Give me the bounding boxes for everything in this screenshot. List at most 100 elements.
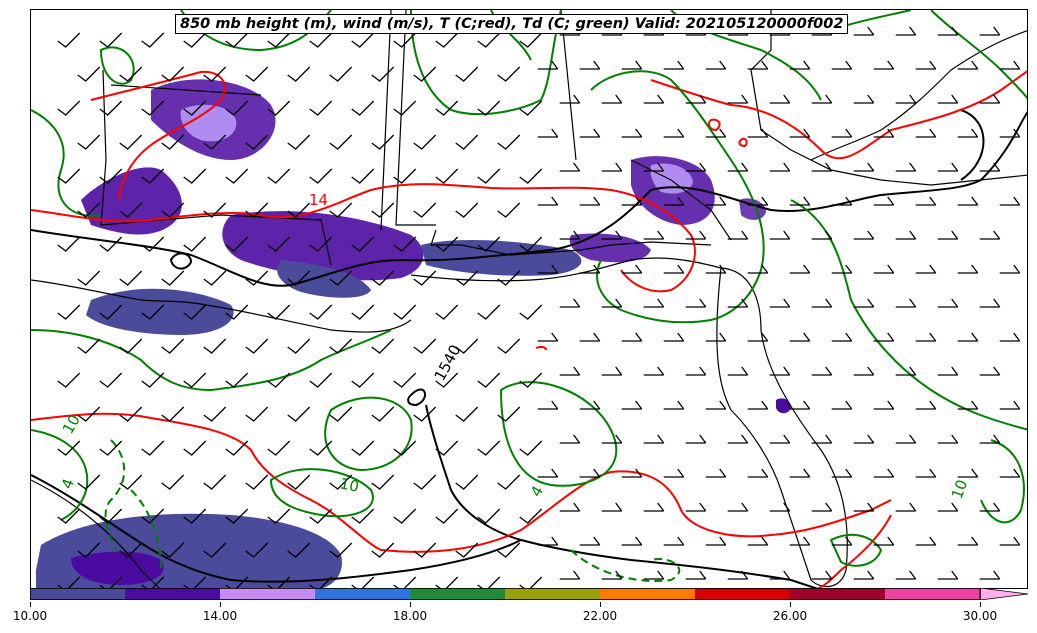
wind-barb — [643, 502, 665, 512]
wind-barb — [937, 94, 959, 104]
wind-barb — [351, 236, 375, 252]
wind-barb — [477, 236, 501, 252]
wind-barb — [309, 32, 333, 48]
wind-barb — [371, 134, 395, 150]
wind-barb — [853, 366, 875, 376]
wind-barb — [393, 440, 417, 456]
wind-barb — [769, 162, 791, 172]
wind-barb — [663, 60, 685, 70]
wind-barb — [267, 440, 291, 456]
wind-barbs — [57, 26, 1021, 588]
wind-barb — [727, 434, 749, 444]
wind-barb — [747, 536, 769, 546]
wind-barb — [747, 332, 769, 342]
dewpoint-contours — [31, 10, 1027, 582]
wind-barb — [141, 168, 165, 184]
wind-barb — [769, 502, 791, 512]
wind-barb — [477, 440, 501, 456]
wind-barb — [329, 202, 353, 218]
weather-map: 1540 14 10 10 10 4 4 — [31, 10, 1027, 588]
wind-barb — [559, 230, 581, 240]
wind-barb — [309, 508, 333, 524]
wind-barb — [99, 304, 123, 320]
colorbar-tick-label: 26.00 — [772, 609, 808, 623]
wind-barb — [497, 134, 521, 150]
wind-barb — [287, 338, 311, 354]
wind-barb — [519, 440, 543, 456]
wind-barb — [537, 60, 559, 70]
wind-barb — [497, 474, 521, 490]
wind-barb — [853, 26, 875, 36]
wind-barb — [57, 576, 81, 588]
wind-barb — [329, 338, 353, 354]
colorbar-segment — [125, 588, 221, 600]
wind-barb — [99, 576, 123, 588]
wind-barb — [329, 66, 353, 82]
wind-barb — [979, 434, 1001, 444]
wind-barb — [267, 100, 291, 116]
wind-barb — [579, 264, 601, 274]
dew-label-4: 4 — [58, 476, 78, 491]
wind-barb — [747, 60, 769, 70]
wind-barb — [519, 100, 543, 116]
wind-barb — [915, 264, 937, 274]
wind-barb — [727, 570, 749, 580]
wind-barb — [119, 66, 143, 82]
wind-barb — [937, 434, 959, 444]
wind-barb — [119, 542, 143, 558]
wind-barb — [937, 230, 959, 240]
wind-barb — [685, 366, 707, 376]
wind-barb — [329, 270, 353, 286]
wind-barb — [957, 128, 979, 138]
wind-barb — [999, 60, 1021, 70]
wind-barb — [225, 168, 249, 184]
wind-barb — [435, 576, 459, 588]
wind-barb — [663, 536, 685, 546]
wind-barb — [267, 32, 291, 48]
wind-barb — [727, 298, 749, 308]
wind-barb — [957, 332, 979, 342]
wind-barb — [685, 502, 707, 512]
wind-barb — [789, 196, 811, 206]
wind-barb — [811, 366, 833, 376]
colorbar-extend-arrow — [979, 588, 1028, 600]
wind-barb — [267, 236, 291, 252]
wind-barb — [161, 270, 185, 286]
wind-barb — [225, 32, 249, 48]
wind-barb — [455, 406, 479, 422]
wind-barb — [621, 400, 643, 410]
boundaries — [31, 10, 1027, 588]
wind-barb — [77, 542, 101, 558]
wind-barb — [351, 440, 375, 456]
wind-barb — [371, 406, 395, 422]
wind-barb — [853, 162, 875, 172]
wind-barb — [245, 270, 269, 286]
wind-barb — [435, 100, 459, 116]
wind-barb — [831, 400, 853, 410]
wind-barb — [371, 542, 395, 558]
wind-barb — [99, 32, 123, 48]
wind-barb — [225, 508, 249, 524]
wind-barb — [455, 542, 479, 558]
wind-barb — [225, 440, 249, 456]
wind-barb — [393, 100, 417, 116]
wind-barb — [99, 236, 123, 252]
wind-barb — [245, 66, 269, 82]
wind-barb — [99, 100, 123, 116]
wind-barb — [789, 128, 811, 138]
wind-barb — [309, 168, 333, 184]
wind-barb — [455, 134, 479, 150]
wind-barb — [559, 162, 581, 172]
wind-barb — [937, 570, 959, 580]
wind-barb — [413, 406, 437, 422]
wind-barb — [915, 400, 937, 410]
wind-barb — [203, 270, 227, 286]
wind-barb — [77, 66, 101, 82]
wind-barb — [537, 468, 559, 478]
wind-barb — [329, 474, 353, 490]
wind-barb — [769, 298, 791, 308]
wind-barb — [329, 406, 353, 422]
wind-barb — [329, 542, 353, 558]
temperature-contours — [31, 70, 1027, 588]
wind-barb — [663, 128, 685, 138]
